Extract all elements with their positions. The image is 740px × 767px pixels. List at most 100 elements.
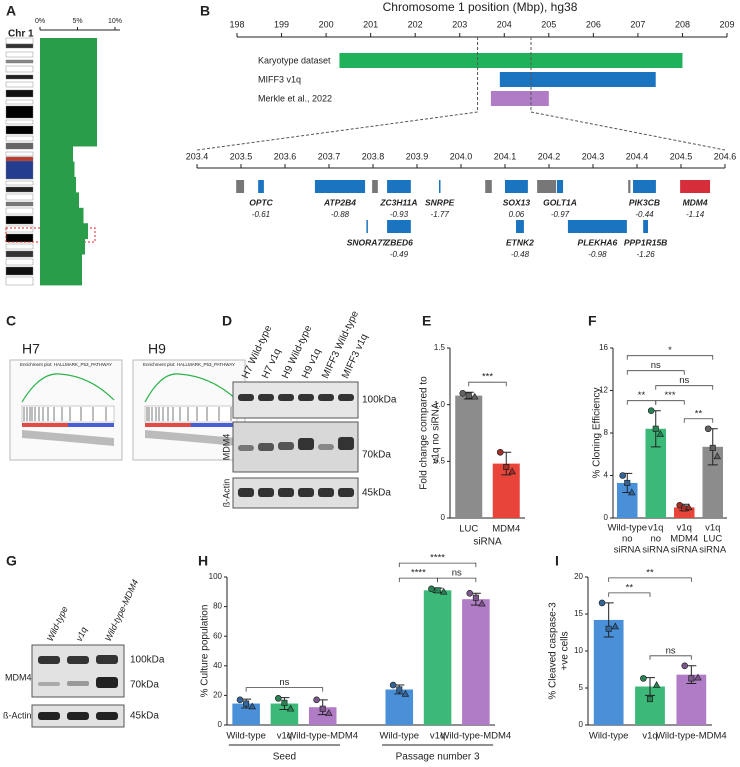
chromosome-band [5,243,34,250]
y-axis-label: % Culture population [200,605,211,698]
gene-name: SNORA77 [347,237,388,247]
gene [366,220,368,233]
data-point [496,448,504,456]
gene-score: -0.88 [331,210,350,219]
rank-metric [145,430,237,446]
y-tick-label: 8 [604,428,609,437]
significance-label: *** [482,372,493,383]
rank-bar [145,423,191,427]
data-point [478,599,486,607]
gene [680,180,711,193]
rank-metric [22,430,114,446]
data-point [694,673,702,681]
data-point [605,625,612,632]
chromosome-band [5,119,34,125]
size-label: 100kDa [130,655,165,666]
data-point [709,444,716,451]
y-axis-label: % Cloning Efficiency [592,388,603,479]
gene [643,220,648,233]
x-tick-label: 204.3 [582,151,605,161]
frequency-bar [40,176,76,193]
significance-bracket [626,355,714,360]
x-tick-label: siRNA [614,545,642,556]
gene [387,220,411,233]
chromosome-band [5,266,34,276]
bar [702,446,724,518]
group-label: Seed [273,752,296,763]
band [96,655,118,664]
data-point [319,705,326,712]
chromosome-band [5,215,34,225]
chromosome-band [5,258,34,266]
x-tick-label: 206 [586,19,601,29]
chromosome-band [5,193,34,201]
band [318,444,334,450]
chromosome-band [5,81,34,88]
group-label: Passage number 3 [396,752,480,763]
band [258,394,274,401]
x-tick-label: 204.4 [626,151,649,161]
lane-label: Wild-type [45,605,70,643]
band [298,394,314,401]
x-tick-label: siRNA [671,545,699,556]
y-tick-label: 20 [574,572,583,581]
significance-label: **** [430,553,445,564]
significance-bracket [437,577,477,583]
lane-label: v1q [74,625,89,642]
gene [439,180,441,193]
chromosome-band [5,59,34,64]
data-point [236,696,244,704]
cell-line: H9 [148,341,166,357]
x-tick-label: siRNA [699,545,727,556]
chart-title: Chr 1 [8,29,34,40]
x-tick-label: 202 [408,19,423,29]
y-tick-label: 15 [574,609,583,618]
significance-bracket [626,400,657,405]
significance-label: ns [651,360,661,371]
x-tick-label: 204.6 [714,151,737,161]
x-tick-label: 10% [108,18,122,25]
panel-label: C [6,313,16,329]
gene [485,180,492,193]
protein-label: ß-Actin [3,710,32,720]
frequency-bar [40,99,97,116]
significance-bracket [608,577,692,582]
zoom-guide [196,37,479,151]
band [338,394,354,401]
data-point [434,587,441,594]
x-tick-label: 203.9 [406,151,429,161]
bar [673,507,695,518]
x-tick-label: MDM4 [670,534,698,545]
significance-bracket [468,381,507,387]
protein-label: MDM4 [5,672,32,682]
gene-name: OPTC [249,197,273,207]
x-tick-label: 203.6 [274,151,297,161]
x-tick-label: Wild-type-MDM4 [287,731,358,742]
data-point [275,695,282,702]
data-point [503,463,510,470]
frequency-bar [40,238,85,255]
significance-label: ** [646,567,654,578]
gsea-plot: Enrichment plot: HALLMARK_P53_PATHWAY [132,359,246,461]
y-tick-label: 16 [599,343,608,352]
band [338,488,354,497]
hits [23,407,107,421]
gene-score: -0.44 [635,210,654,219]
significance-label: ns [452,568,462,579]
band [278,488,294,497]
gene-score: -0.48 [511,250,530,259]
data-point [389,681,397,689]
data-point [652,425,659,432]
y-axis-label: Fold change compared to [419,376,430,490]
data-point [640,675,647,682]
gene-name: GOLT1A [543,197,577,207]
y-tick-label: 20 [213,691,222,700]
band [258,443,274,451]
y-tick-label: 0.5 [434,456,446,465]
band [298,488,314,497]
y-tick-label: 1.5 [434,343,446,352]
x-tick-label: no [622,534,633,545]
gene [628,180,631,193]
band [278,394,294,401]
